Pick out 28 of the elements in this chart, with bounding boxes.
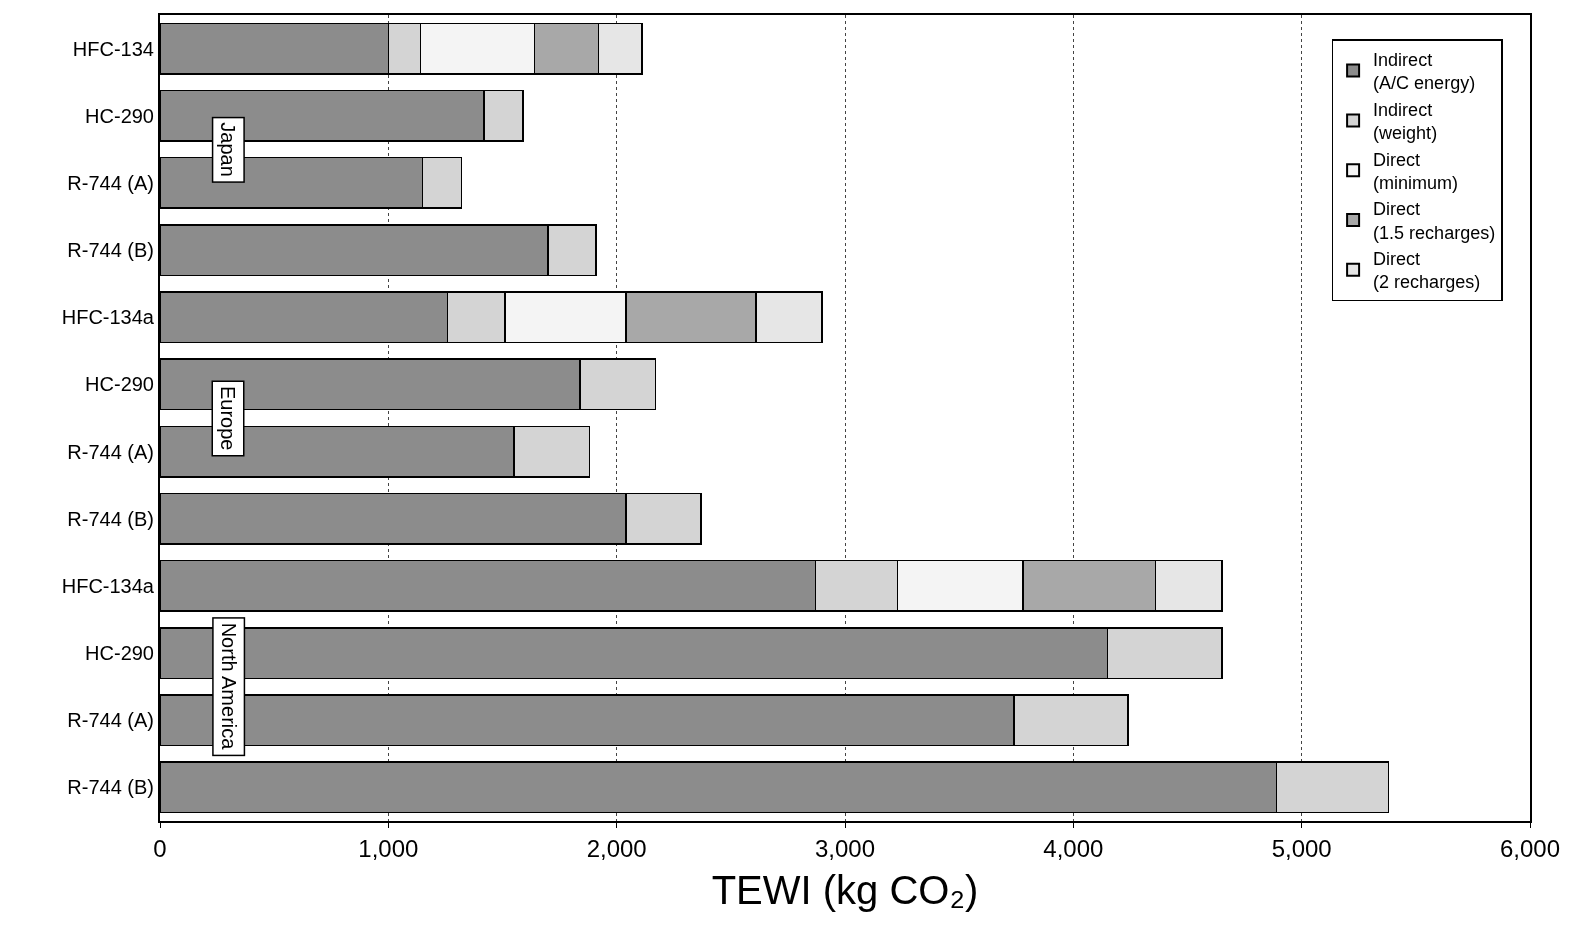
annotation: North America: [217, 622, 240, 751]
x-tick-label: 0: [153, 834, 167, 862]
x-tick-label: 3,000: [814, 834, 876, 862]
y-tick-label: R-744 (B): [67, 776, 154, 799]
legend-label: Indirect (A/C energy): [1373, 49, 1476, 94]
x-tick-label: 2,000: [586, 834, 647, 862]
x-tick-label: 6,000: [1499, 834, 1561, 862]
y-tick-label: R-744 (A): [67, 709, 154, 732]
legend-label: Direct (minimum): [1373, 149, 1459, 193]
x-tick-label: 5,000: [1271, 834, 1332, 862]
legend-label: Indirect (weight): [1373, 99, 1438, 144]
y-tick-label: R-744 (B): [67, 239, 154, 262]
y-tick-label: HC-290: [85, 642, 154, 665]
x-tick-label: 4,000: [1043, 834, 1104, 862]
y-tick-label: R-744 (B): [67, 507, 154, 530]
x-tick-label: 1,000: [358, 834, 419, 862]
y-tick-label: HFC-134: [72, 37, 154, 60]
y-tick-label: HC-290: [85, 104, 154, 127]
legend-label: Direct (1.5 recharges): [1373, 199, 1496, 243]
legend-label: Direct (2 recharges): [1373, 249, 1481, 293]
y-tick-label: R-744 (A): [67, 171, 154, 194]
y-tick-label: HFC-134a: [61, 306, 155, 329]
x-axis-title: TEWI (kg CO₂): [711, 867, 979, 912]
y-tick-label: HFC-134a: [61, 574, 155, 597]
annotation: Japan: [217, 122, 240, 177]
y-tick-label: R-744 (A): [67, 440, 154, 463]
annotation: Europe: [217, 386, 239, 451]
y-tick-label: HC-290: [85, 373, 154, 396]
